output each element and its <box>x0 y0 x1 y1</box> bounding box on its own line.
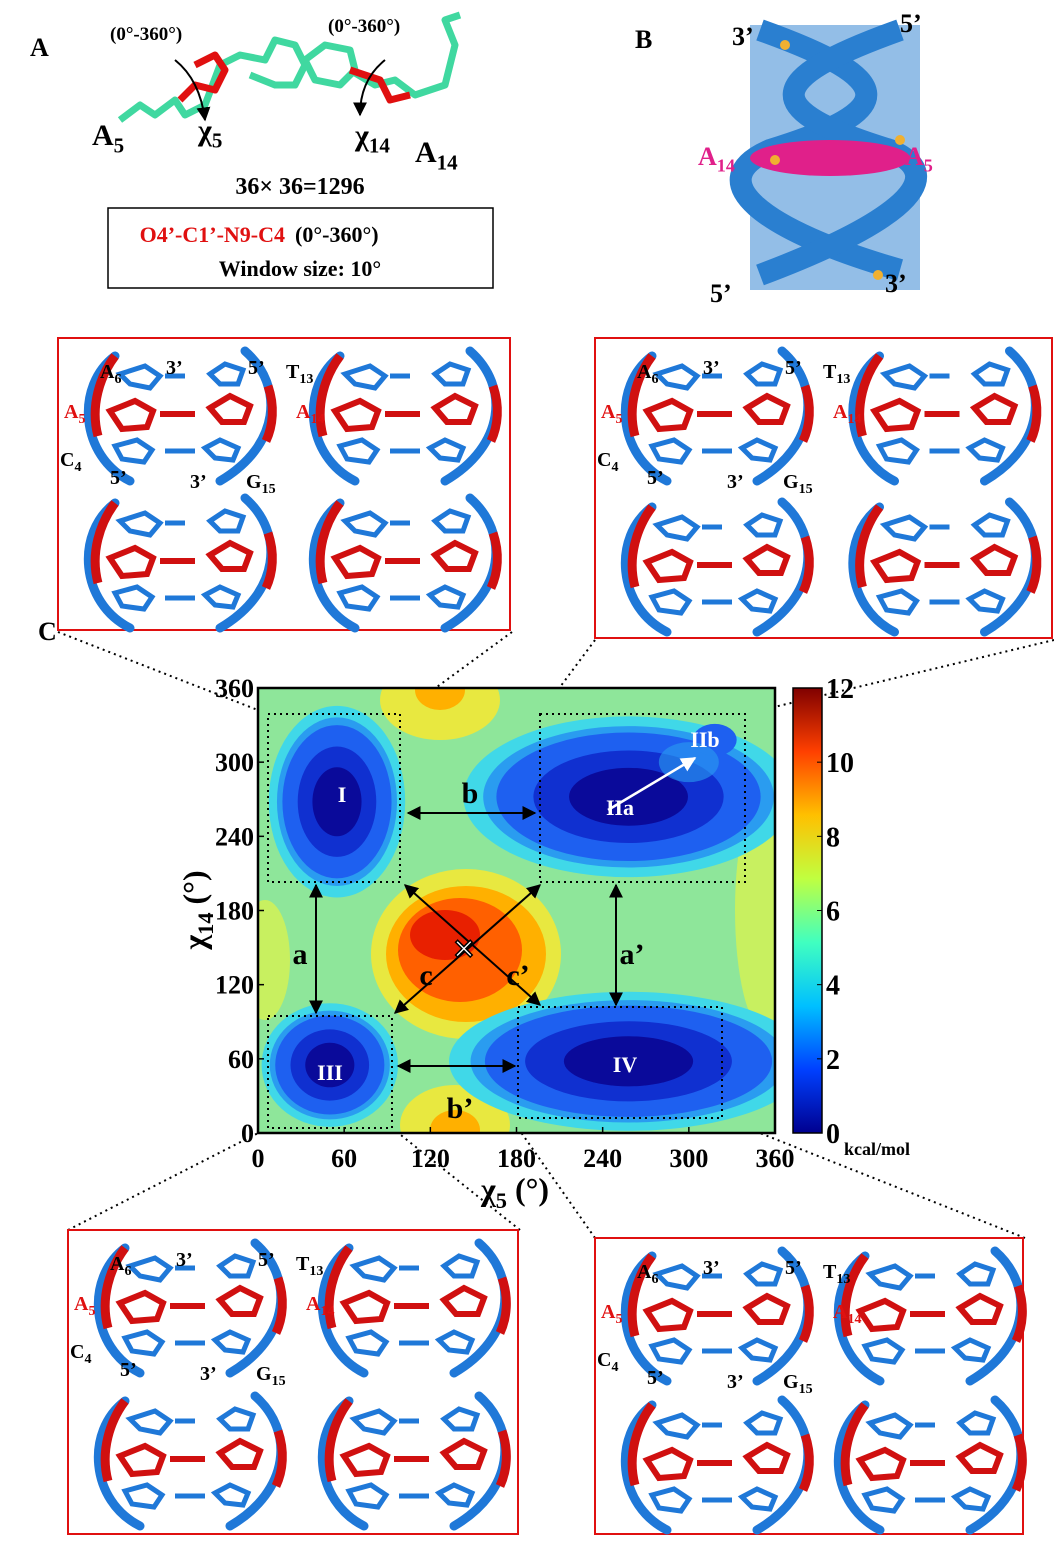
residue-label: 5’ <box>647 1367 664 1389</box>
y-tick-label: 120 <box>215 971 254 1000</box>
x-tick-label: 240 <box>583 1144 622 1173</box>
panel-label: B <box>635 25 652 54</box>
end-label: 5’ <box>710 279 732 308</box>
angle-label: χ5 <box>197 114 222 153</box>
residue-label: 3’ <box>200 1363 217 1385</box>
residue-label: 5’ <box>647 467 664 489</box>
residue-label: 5’ <box>258 1249 275 1271</box>
plot-annotation: a <box>293 938 308 971</box>
x-tick-label: 120 <box>411 1144 450 1173</box>
plot-annotation: c’ <box>506 959 529 992</box>
residue-label: 3’ <box>703 357 720 379</box>
residue-label: 5’ <box>785 357 802 379</box>
residue-label: 3’ <box>703 1257 720 1279</box>
y-tick-label: 360 <box>215 674 254 703</box>
residue-label: 5’ <box>785 1257 802 1279</box>
x-tick-label: 360 <box>756 1144 795 1173</box>
y-tick-label: 180 <box>215 897 254 926</box>
residue-label: 3’ <box>727 1371 744 1393</box>
plot-annotation: IIb <box>690 727 719 752</box>
plot-annotation: c <box>419 959 432 992</box>
residue-label: A14 <box>415 136 458 175</box>
colorbar-tick-label: 4 <box>826 971 840 1002</box>
range-label: (0°-360°) <box>328 16 400 37</box>
y-axis-label: χ14 (°) <box>176 870 218 950</box>
panel-label: A <box>30 33 49 62</box>
residue-label: 5’ <box>120 1359 137 1381</box>
page: {"panel_a":{"label":"A","chi5_range":"(0… <box>0 0 1054 1541</box>
colorbar-tick-label: 6 <box>826 897 840 928</box>
angle-label: χ14 <box>354 119 390 158</box>
x-axis-label: χ5 (°) <box>480 1171 549 1213</box>
colorbar-tick-label: 2 <box>826 1045 840 1076</box>
colorbar-tick-label: 0 <box>826 1119 840 1150</box>
plot-annotation: I <box>338 782 347 807</box>
x-tick-label: 300 <box>669 1144 708 1173</box>
colorbar-unit: kcal/mol <box>844 1139 910 1159</box>
end-label: 5’ <box>900 9 922 38</box>
dihedral: O4’-C1’-N9-C4 <box>140 222 285 247</box>
range-label: (0°-360°) <box>110 24 182 45</box>
x-tick-label: 60 <box>331 1144 357 1173</box>
residue-label: 3’ <box>727 471 744 493</box>
plot-annotation: b’ <box>447 1092 474 1125</box>
residue-label: 3’ <box>190 471 207 493</box>
saddle-marker: × <box>453 926 476 971</box>
window-size: Window size: 10° <box>219 256 381 281</box>
x-tick-label: 180 <box>497 1144 536 1173</box>
y-tick-label: 300 <box>215 748 254 777</box>
residue-label: A5 <box>905 142 933 176</box>
end-label: 3’ <box>885 269 907 298</box>
y-tick-label: 240 <box>215 822 254 851</box>
panel-label: C <box>38 617 57 646</box>
grid-size: 36× 36=1296 <box>235 174 364 200</box>
colorbar-tick-label: 12 <box>826 674 854 705</box>
plot-annotation: IV <box>613 1052 638 1077</box>
plot-annotation: b <box>462 777 479 810</box>
y-tick-label: 0 <box>241 1119 254 1148</box>
end-label: 3’ <box>732 22 754 51</box>
helix-sketch <box>741 25 920 290</box>
colorbar-tick-label: 8 <box>826 822 840 853</box>
plot-annotation: III <box>317 1060 343 1085</box>
residue-label: 5’ <box>248 357 265 379</box>
contour-map <box>240 660 808 1165</box>
dihedral-range: (0°-360°) <box>295 222 379 247</box>
residue-label: A14 <box>698 142 735 176</box>
plot-annotation: IIa <box>606 795 634 820</box>
residue-label: A5 <box>92 119 124 158</box>
x-tick-label: 0 <box>252 1144 265 1173</box>
plot-annotation: a’ <box>620 938 645 971</box>
colorbar-tick-label: 10 <box>826 748 854 779</box>
residue-label: 3’ <box>166 357 183 379</box>
y-tick-label: 60 <box>228 1045 254 1074</box>
residue-label: 5’ <box>110 467 127 489</box>
residue-label: 3’ <box>176 1249 193 1271</box>
figure: A (0°-360°) (0°-360°) A5 χ5 χ14 A14 36× … <box>0 0 1054 1536</box>
